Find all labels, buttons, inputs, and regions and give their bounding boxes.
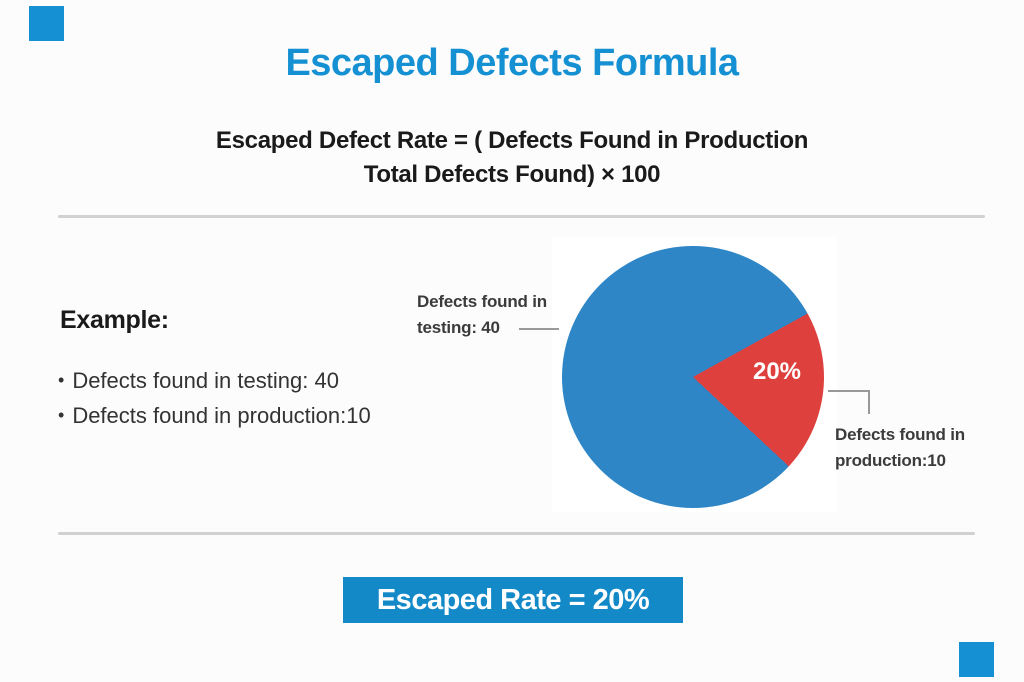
page-title: Escaped Defects Formula bbox=[285, 42, 739, 84]
escaped-rate-result-banner: Escaped Rate = 20% bbox=[343, 577, 683, 623]
pie-label-testing-line-2: testing: 40 bbox=[417, 318, 500, 337]
pie-slice-percentage-label: 20% bbox=[752, 358, 802, 385]
callout-line-testing bbox=[519, 328, 559, 330]
corner-accent-bottom-right bbox=[959, 642, 994, 677]
divider-top bbox=[58, 215, 985, 218]
example-item-testing: Defects found in testing: 40 bbox=[72, 368, 339, 393]
pie-label-production-line-1: Defects found in bbox=[835, 425, 965, 444]
example-heading: Example: bbox=[60, 306, 169, 334]
divider-bottom bbox=[58, 532, 975, 535]
pie-chart bbox=[562, 246, 824, 508]
pie-label-production-line-2: production:10 bbox=[835, 451, 946, 470]
bullet-icon: • bbox=[58, 370, 65, 390]
example-item-production: Defects found in production:10 bbox=[72, 403, 371, 428]
callout-line-production-horizontal bbox=[828, 390, 870, 392]
pie-label-production: Defects found in production:10 bbox=[835, 422, 965, 474]
pie-label-testing: Defects found in testing: 40 bbox=[417, 289, 547, 341]
formula-line-2: Total Defects Found) × 100 bbox=[363, 161, 661, 188]
pie-label-testing-line-1: Defects found in bbox=[417, 292, 547, 311]
bullet-icon: • bbox=[58, 405, 65, 425]
list-item: • Defects found in production:10 bbox=[58, 399, 371, 434]
list-item: • Defects found in testing: 40 bbox=[58, 364, 371, 399]
formula-line-1: Escaped Defect Rate = ( Defects Found in… bbox=[215, 127, 809, 154]
callout-line-production-vertical bbox=[868, 390, 870, 414]
corner-accent-top-left bbox=[29, 6, 64, 41]
example-list: • Defects found in testing: 40 • Defects f… bbox=[58, 364, 371, 434]
formula-block: Escaped Defect Rate = ( Defects Found in… bbox=[0, 124, 1024, 192]
